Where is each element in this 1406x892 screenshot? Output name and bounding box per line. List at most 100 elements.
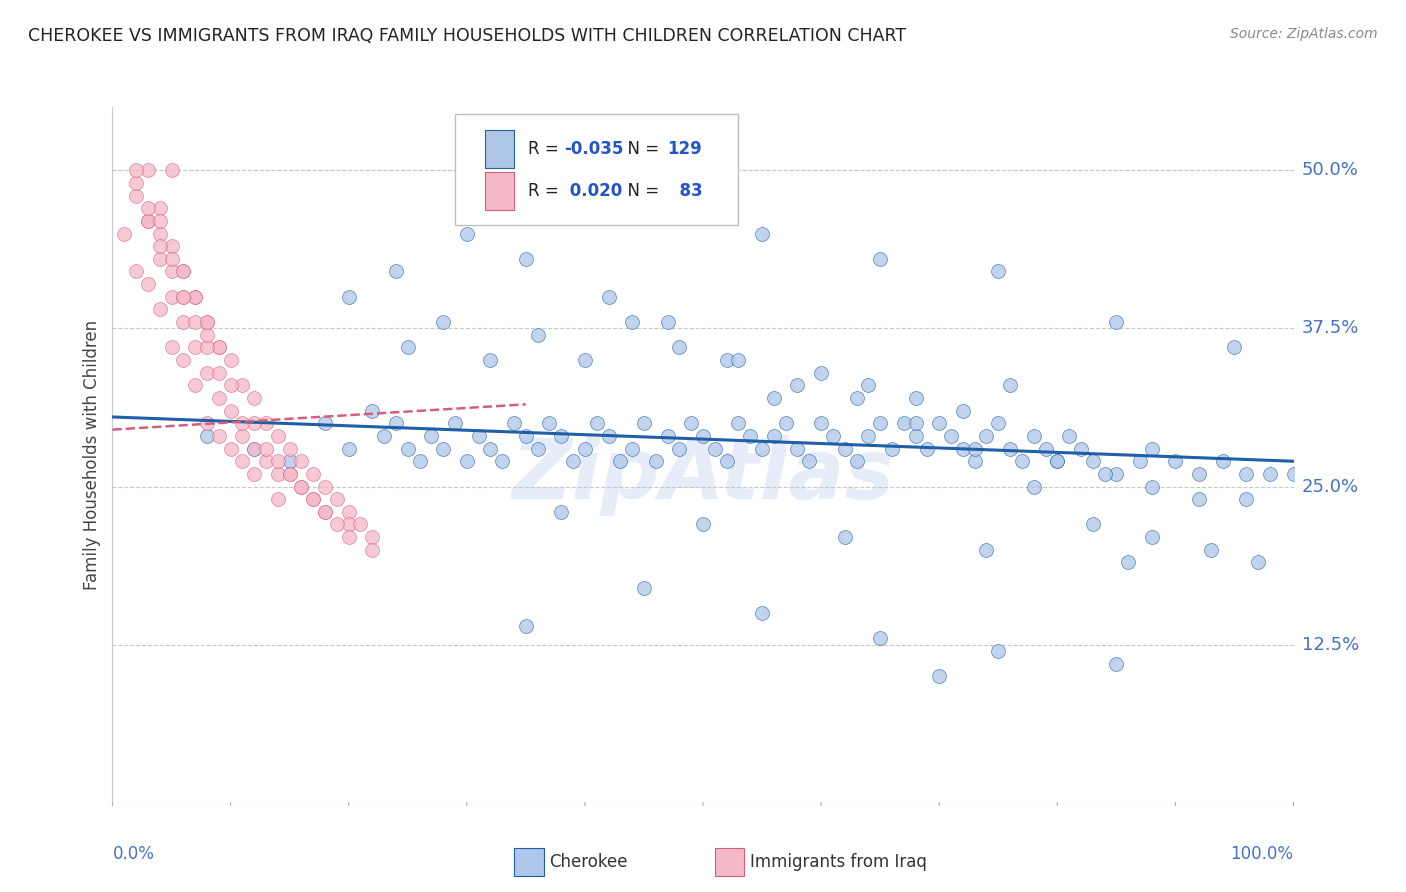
Point — [751, 227, 773, 241]
Point — [550, 505, 572, 519]
Point — [314, 479, 336, 493]
Point — [775, 417, 797, 431]
Point — [834, 530, 856, 544]
Point — [243, 417, 266, 431]
Point — [1011, 454, 1033, 468]
Text: 100.0%: 100.0% — [1230, 845, 1294, 863]
Point — [195, 366, 218, 380]
Point — [314, 505, 336, 519]
Text: -0.035: -0.035 — [564, 140, 623, 158]
Point — [952, 442, 974, 456]
Point — [799, 454, 821, 468]
Point — [267, 492, 290, 507]
Point — [278, 454, 301, 468]
Point — [609, 454, 631, 468]
Point — [267, 467, 290, 481]
Point — [231, 429, 253, 443]
Point — [290, 454, 312, 468]
Point — [432, 315, 454, 329]
FancyBboxPatch shape — [485, 172, 515, 210]
Point — [172, 264, 194, 278]
Point — [361, 542, 384, 557]
Point — [149, 201, 172, 215]
Point — [136, 277, 159, 292]
Point — [420, 429, 443, 443]
Text: 83: 83 — [668, 182, 702, 200]
Point — [1022, 429, 1045, 443]
Point — [1057, 429, 1080, 443]
Point — [1116, 556, 1139, 570]
Point — [526, 327, 548, 342]
Point — [727, 353, 749, 368]
Point — [821, 429, 844, 443]
Point — [668, 340, 690, 354]
Point — [904, 429, 927, 443]
Point — [952, 403, 974, 417]
Point — [574, 442, 596, 456]
Point — [314, 417, 336, 431]
Point — [928, 669, 950, 683]
Point — [243, 467, 266, 481]
Point — [1105, 467, 1128, 481]
Point — [786, 378, 808, 392]
Point — [503, 417, 526, 431]
Point — [1234, 492, 1257, 507]
Text: 12.5%: 12.5% — [1302, 636, 1360, 654]
Text: Immigrants from Iraq: Immigrants from Iraq — [751, 853, 927, 871]
Point — [1282, 467, 1305, 481]
Point — [337, 517, 360, 532]
Point — [657, 315, 679, 329]
Point — [254, 454, 277, 468]
Point — [740, 429, 762, 443]
Point — [644, 454, 666, 468]
Point — [302, 492, 325, 507]
Point — [112, 227, 135, 241]
Point — [278, 467, 301, 481]
Point — [267, 429, 290, 443]
Point — [1035, 442, 1057, 456]
Text: 129: 129 — [668, 140, 703, 158]
Point — [125, 188, 148, 202]
Point — [149, 227, 172, 241]
Point — [716, 353, 738, 368]
Point — [456, 454, 478, 468]
Text: N =: N = — [617, 182, 664, 200]
Point — [550, 429, 572, 443]
Point — [396, 442, 419, 456]
Point — [692, 517, 714, 532]
Point — [254, 417, 277, 431]
Point — [987, 417, 1010, 431]
Point — [1140, 479, 1163, 493]
Point — [633, 581, 655, 595]
Point — [326, 517, 349, 532]
Point — [195, 429, 218, 443]
Point — [337, 505, 360, 519]
Point — [184, 378, 207, 392]
Text: 50.0%: 50.0% — [1302, 161, 1358, 179]
Point — [278, 442, 301, 456]
Point — [149, 239, 172, 253]
Point — [219, 353, 242, 368]
Point — [681, 417, 703, 431]
Point — [172, 353, 194, 368]
Point — [125, 264, 148, 278]
Point — [917, 442, 939, 456]
Point — [928, 417, 950, 431]
Point — [219, 442, 242, 456]
Point — [208, 391, 231, 405]
Text: R =: R = — [529, 140, 564, 158]
Point — [869, 252, 891, 266]
Point — [444, 417, 467, 431]
Point — [1105, 315, 1128, 329]
Point — [963, 454, 986, 468]
Point — [1212, 454, 1234, 468]
Point — [904, 417, 927, 431]
Point — [1129, 454, 1152, 468]
Point — [136, 201, 159, 215]
Point — [456, 227, 478, 241]
Point — [858, 378, 880, 392]
Text: 0.020: 0.020 — [564, 182, 621, 200]
Point — [976, 429, 998, 443]
Point — [337, 530, 360, 544]
Point — [195, 315, 218, 329]
